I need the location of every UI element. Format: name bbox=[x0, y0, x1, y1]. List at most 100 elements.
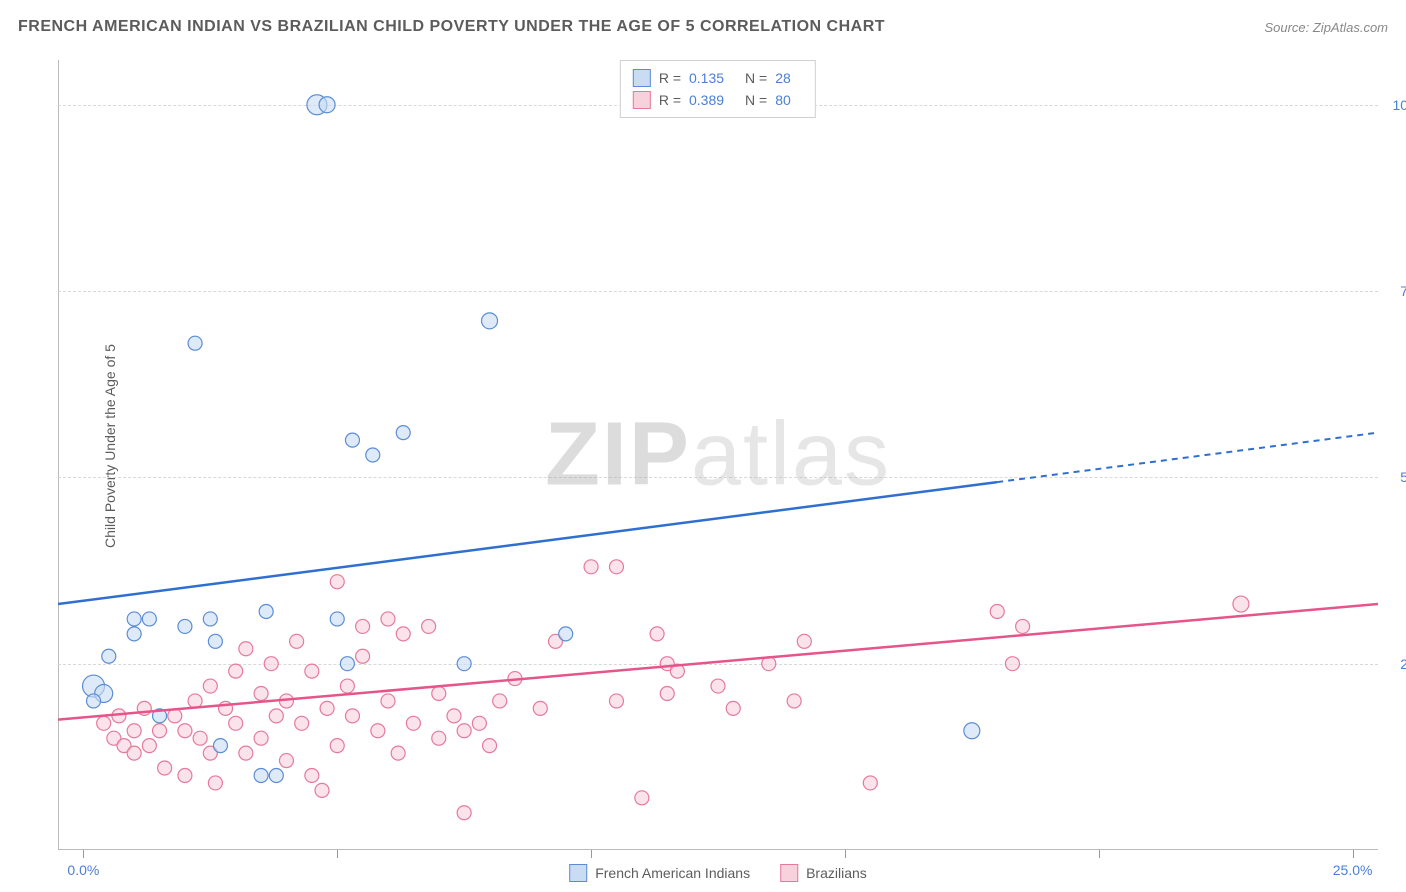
pink-point bbox=[127, 724, 141, 738]
pink-point bbox=[1005, 657, 1019, 671]
pink-point bbox=[609, 560, 623, 574]
blue-point bbox=[188, 336, 202, 350]
pink-point bbox=[483, 739, 497, 753]
chart-source: Source: ZipAtlas.com bbox=[1264, 20, 1388, 35]
blue-point bbox=[203, 612, 217, 626]
pink-point bbox=[762, 657, 776, 671]
pink-point bbox=[711, 679, 725, 693]
series-legend-item-blue: French American Indians bbox=[569, 864, 750, 882]
blue-point bbox=[319, 97, 335, 113]
pink-point bbox=[863, 776, 877, 790]
pink-point bbox=[371, 724, 385, 738]
blue-point bbox=[340, 657, 354, 671]
pink-point bbox=[254, 731, 268, 745]
pink-point bbox=[508, 672, 522, 686]
blue-point bbox=[964, 723, 980, 739]
pink-point bbox=[315, 783, 329, 797]
pink-point bbox=[422, 619, 436, 633]
pink-point bbox=[330, 575, 344, 589]
pink-point bbox=[295, 716, 309, 730]
blue-point bbox=[366, 448, 380, 462]
pink-point bbox=[493, 694, 507, 708]
legend-swatch-pink-icon bbox=[633, 91, 651, 109]
pink-point bbox=[990, 605, 1004, 619]
pink-point bbox=[726, 701, 740, 715]
pink-point bbox=[153, 724, 167, 738]
pink-point bbox=[797, 634, 811, 648]
correlation-legend-row-pink: R = 0.389 N = 80 bbox=[633, 89, 803, 111]
chart-plot-area: ZIPatlas R = 0.135 N = 28 R = 0.389 N = … bbox=[58, 60, 1378, 850]
pink-point bbox=[178, 724, 192, 738]
correlation-legend-row-blue: R = 0.135 N = 28 bbox=[633, 67, 803, 89]
y-tick-label: 50.0% bbox=[1385, 469, 1406, 485]
pink-point bbox=[219, 701, 233, 715]
pink-point bbox=[229, 716, 243, 730]
pink-point bbox=[320, 701, 334, 715]
pink-point bbox=[650, 627, 664, 641]
pink-point bbox=[660, 686, 674, 700]
legend-n-value-pink: 80 bbox=[775, 92, 803, 108]
pink-point bbox=[381, 612, 395, 626]
blue-point bbox=[259, 605, 273, 619]
pink-point bbox=[188, 694, 202, 708]
pink-point bbox=[356, 649, 370, 663]
pink-point bbox=[305, 664, 319, 678]
pink-point bbox=[264, 657, 278, 671]
x-tick bbox=[1099, 850, 1100, 858]
blue-point bbox=[457, 657, 471, 671]
blue-point bbox=[213, 739, 227, 753]
chart-title: FRENCH AMERICAN INDIAN VS BRAZILIAN CHIL… bbox=[18, 18, 885, 36]
legend-r-label: R = bbox=[659, 92, 681, 108]
pink-point bbox=[158, 761, 172, 775]
legend-swatch-blue-icon bbox=[569, 864, 587, 882]
pink-point bbox=[229, 664, 243, 678]
pink-point bbox=[137, 701, 151, 715]
chart-header: FRENCH AMERICAN INDIAN VS BRAZILIAN CHIL… bbox=[18, 18, 1388, 36]
pink-point bbox=[254, 686, 268, 700]
pink-point bbox=[533, 701, 547, 715]
pink-point bbox=[269, 709, 283, 723]
blue-point bbox=[269, 768, 283, 782]
pink-point bbox=[406, 716, 420, 730]
pink-point bbox=[168, 709, 182, 723]
pink-point bbox=[457, 724, 471, 738]
pink-point bbox=[635, 791, 649, 805]
legend-r-label: R = bbox=[659, 70, 681, 86]
pink-point bbox=[432, 731, 446, 745]
blue-point bbox=[208, 634, 222, 648]
pink-point bbox=[391, 746, 405, 760]
pink-point bbox=[447, 709, 461, 723]
legend-swatch-pink-icon bbox=[780, 864, 798, 882]
series-legend-label-blue: French American Indians bbox=[595, 865, 750, 881]
pink-point bbox=[142, 739, 156, 753]
pink-point bbox=[1016, 619, 1030, 633]
legend-n-label: N = bbox=[745, 70, 767, 86]
blue-point bbox=[396, 426, 410, 440]
pink-point bbox=[305, 768, 319, 782]
pink-point bbox=[279, 754, 293, 768]
legend-swatch-blue-icon bbox=[633, 69, 651, 87]
pink-point bbox=[1233, 596, 1249, 612]
pink-point bbox=[432, 686, 446, 700]
pink-point bbox=[381, 694, 395, 708]
x-tick-label: 25.0% bbox=[1333, 862, 1373, 878]
x-tick bbox=[845, 850, 846, 858]
pink-point bbox=[457, 806, 471, 820]
pink-point bbox=[279, 694, 293, 708]
blue-point bbox=[102, 649, 116, 663]
y-tick-label: 100.0% bbox=[1385, 97, 1406, 113]
pink-point bbox=[345, 709, 359, 723]
pink-point bbox=[340, 679, 354, 693]
series-legend-item-pink: Brazilians bbox=[780, 864, 867, 882]
blue-point bbox=[330, 612, 344, 626]
blue-point bbox=[254, 768, 268, 782]
pink-point bbox=[290, 634, 304, 648]
y-tick-label: 75.0% bbox=[1385, 283, 1406, 299]
x-tick bbox=[591, 850, 592, 858]
pink-point bbox=[396, 627, 410, 641]
y-tick-label: 25.0% bbox=[1385, 656, 1406, 672]
pink-point bbox=[112, 709, 126, 723]
pink-point bbox=[193, 731, 207, 745]
series-legend-label-pink: Brazilians bbox=[806, 865, 867, 881]
pink-point bbox=[178, 768, 192, 782]
